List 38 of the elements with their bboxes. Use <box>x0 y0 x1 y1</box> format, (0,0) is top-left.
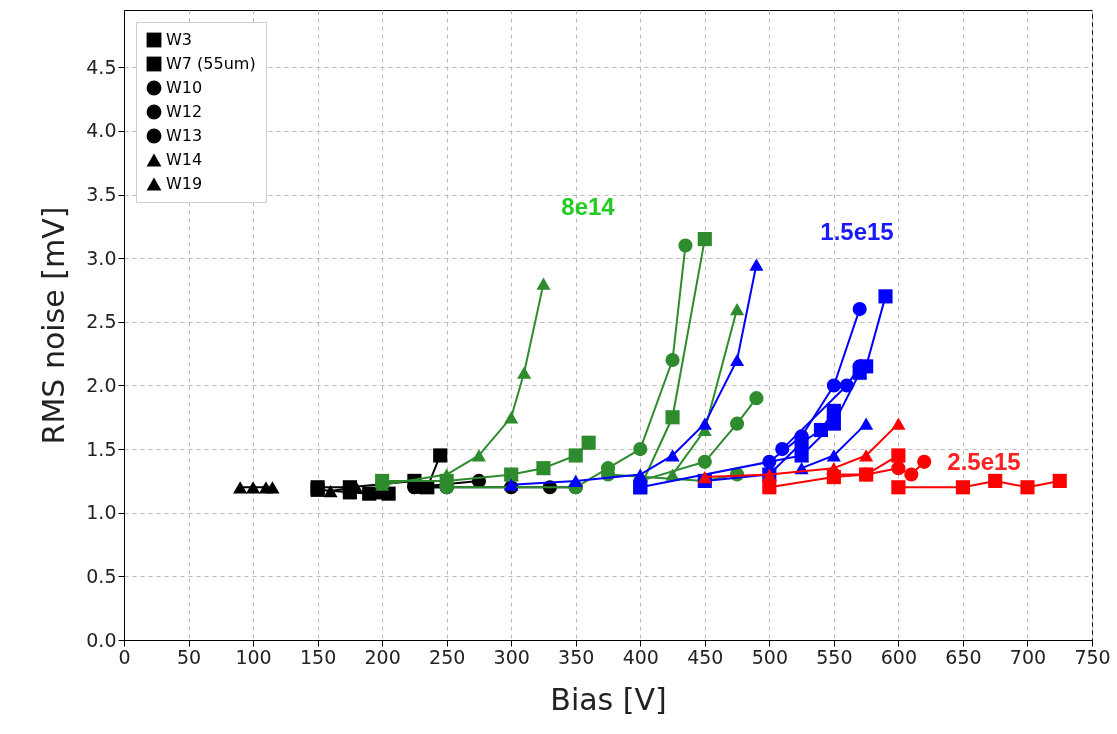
x-tick-label: 150 <box>299 645 337 668</box>
annotation: 8e14 <box>561 193 616 220</box>
x-tick-label: 700 <box>1009 645 1047 668</box>
legend-label: W3 <box>166 30 192 49</box>
legend-label: W14 <box>166 150 203 169</box>
annotation: 2.5e15 <box>947 447 1021 475</box>
x-tick-label: 50 <box>176 645 202 668</box>
x-tick-label: 750 <box>1074 645 1111 668</box>
y-tick-label: 0.5 <box>86 564 117 587</box>
y-tick-label: 2.5 <box>86 310 117 333</box>
x-tick-label: 0 <box>118 645 131 668</box>
y-tick-label: 4.0 <box>86 119 117 142</box>
y-tick-label: 2.0 <box>86 373 117 396</box>
y-tick-label: 4.5 <box>86 55 117 78</box>
x-tick-label: 550 <box>816 645 853 668</box>
x-tick-label: 350 <box>558 645 595 668</box>
x-tick-label: 600 <box>880 645 918 668</box>
legend-label: W7 (55um) <box>166 54 256 73</box>
annotation: 1.5e15 <box>820 218 894 246</box>
x-tick-label: 250 <box>429 645 466 668</box>
legend-label: W10 <box>166 78 203 97</box>
x-axis-title: Bias [V] <box>550 681 667 717</box>
x-tick-label: 450 <box>687 645 724 668</box>
x-tick-label: 200 <box>364 645 401 668</box>
y-tick-label: 0.0 <box>86 628 117 651</box>
x-tick-label: 400 <box>622 645 659 668</box>
y-tick-label: 1.5 <box>86 437 117 460</box>
legend-label: W13 <box>166 126 203 145</box>
x-tick-label: 100 <box>235 645 272 668</box>
y-tick-label: 1.0 <box>86 501 117 524</box>
x-tick-label: 500 <box>751 645 788 668</box>
x-tick-label: 650 <box>945 645 982 668</box>
y-tick-label: 3.5 <box>86 183 117 206</box>
legend-label: W12 <box>166 102 203 121</box>
y-axis-title: RMS noise [mV] <box>36 206 72 445</box>
legend-label: W19 <box>166 174 203 193</box>
y-tick-label: 3.0 <box>86 246 117 269</box>
x-tick-label: 300 <box>493 645 530 668</box>
